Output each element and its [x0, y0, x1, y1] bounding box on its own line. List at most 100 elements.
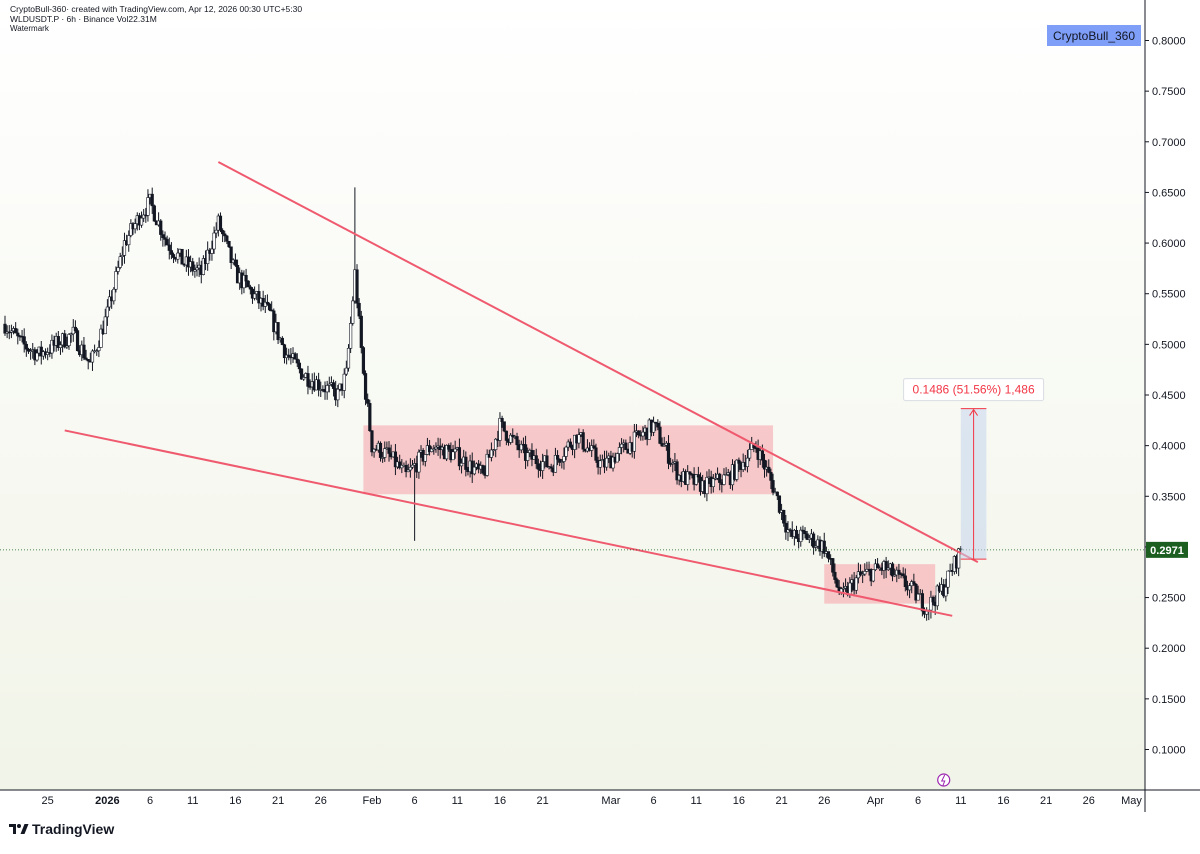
candle-body	[814, 545, 818, 548]
candle-body	[705, 477, 709, 495]
candle-body	[180, 248, 184, 265]
time-tick-label: 21	[775, 795, 787, 807]
candle-body	[718, 473, 722, 483]
candle-body	[651, 421, 656, 433]
candle-body	[807, 537, 811, 540]
candle-body	[366, 399, 370, 404]
candle-body	[26, 348, 31, 352]
candle-body	[637, 430, 641, 436]
candle-body	[214, 229, 218, 234]
measure-label: 0.1486 (51.56%) 1,486	[913, 383, 1035, 397]
candle-body	[541, 461, 545, 471]
candle-body	[9, 330, 14, 333]
candle-body	[233, 259, 238, 266]
candle-body	[118, 256, 122, 268]
candle-body	[598, 460, 602, 468]
candle-body	[886, 567, 890, 571]
candle-body	[502, 421, 506, 432]
candle-body	[299, 368, 304, 380]
candle-body	[24, 343, 28, 350]
candle-body	[430, 448, 434, 453]
candle-body	[835, 579, 839, 588]
candle-body	[331, 382, 336, 389]
candle-body	[370, 430, 374, 453]
candle-body	[619, 443, 624, 448]
candle-body	[355, 269, 359, 304]
candle-body	[227, 240, 231, 248]
candle-body	[811, 533, 816, 548]
price-tick-label: 0.5000	[1152, 339, 1186, 351]
time-tick-label: 21	[537, 795, 549, 807]
candle-body	[342, 373, 346, 391]
time-tick-label: Mar	[601, 795, 620, 807]
candle-body	[242, 274, 246, 289]
price-tick-label: 0.2000	[1152, 643, 1186, 655]
candle-body	[713, 477, 718, 480]
candle-body	[666, 442, 671, 464]
candle-body	[381, 457, 385, 459]
candle-body	[114, 271, 118, 290]
candle-body	[549, 466, 553, 469]
candle-body	[504, 430, 508, 441]
candle-body	[372, 448, 376, 453]
price-tick-label: 0.5500	[1152, 289, 1186, 301]
candle-body	[280, 337, 284, 346]
candle-body	[201, 258, 206, 275]
candle-body	[897, 569, 901, 574]
candle-body	[890, 563, 895, 577]
candle-body	[914, 583, 918, 601]
candle-body	[916, 593, 920, 601]
time-tick-label: 26	[818, 795, 830, 807]
candle-body	[417, 451, 421, 473]
price-tick-label: 0.6500	[1152, 187, 1186, 199]
candle-body	[225, 235, 229, 242]
candle-body	[658, 426, 662, 444]
candle-body	[270, 309, 274, 312]
price-tick-label: 0.7000	[1152, 137, 1186, 149]
candle-body	[246, 280, 250, 288]
time-tick-label: 16	[997, 795, 1009, 807]
candle-body	[545, 455, 549, 468]
candle-body	[361, 347, 366, 374]
time-tick-label: 21	[272, 795, 284, 807]
candle-body	[408, 466, 412, 471]
candle-body	[775, 491, 779, 497]
candle-body	[464, 456, 468, 470]
candle-body	[349, 323, 353, 349]
candle-body	[142, 214, 146, 219]
time-tick-label: 6	[915, 795, 921, 807]
candle-body	[398, 461, 402, 469]
candle-body	[526, 452, 530, 461]
candle-body	[660, 443, 664, 447]
candle-body	[848, 582, 852, 595]
candle-body	[297, 362, 302, 370]
candle-body	[302, 377, 306, 380]
candle-body	[805, 533, 809, 540]
time-tick-label: 6	[147, 795, 153, 807]
candle-body	[99, 328, 103, 348]
candle-body	[90, 350, 95, 363]
candle-body	[357, 302, 361, 317]
candle-body	[229, 246, 233, 263]
candle-body	[767, 466, 771, 473]
candle-body	[16, 332, 20, 337]
candle-body	[447, 445, 451, 450]
candle-body	[336, 388, 340, 401]
candle-body	[295, 358, 299, 364]
candle-body	[694, 474, 698, 485]
candle-body	[35, 352, 39, 361]
tradingview-logo-icon	[9, 824, 29, 834]
candle-body	[73, 326, 78, 331]
symbol-info: WLDUSDT.P · 6h · Binance Vol22.31M	[10, 14, 157, 24]
candle-body	[191, 261, 195, 272]
time-tick-label: 6	[651, 795, 657, 807]
candle-body	[555, 455, 560, 460]
candle-body	[122, 240, 127, 256]
candle-body	[515, 436, 519, 446]
time-tick-label: 2026	[95, 795, 119, 807]
time-tick-label: May	[1121, 795, 1142, 807]
candle-body	[393, 451, 398, 468]
time-tick-label: 6	[412, 795, 418, 807]
current-price-label-bg	[1146, 541, 1188, 558]
candle-body	[293, 353, 297, 360]
